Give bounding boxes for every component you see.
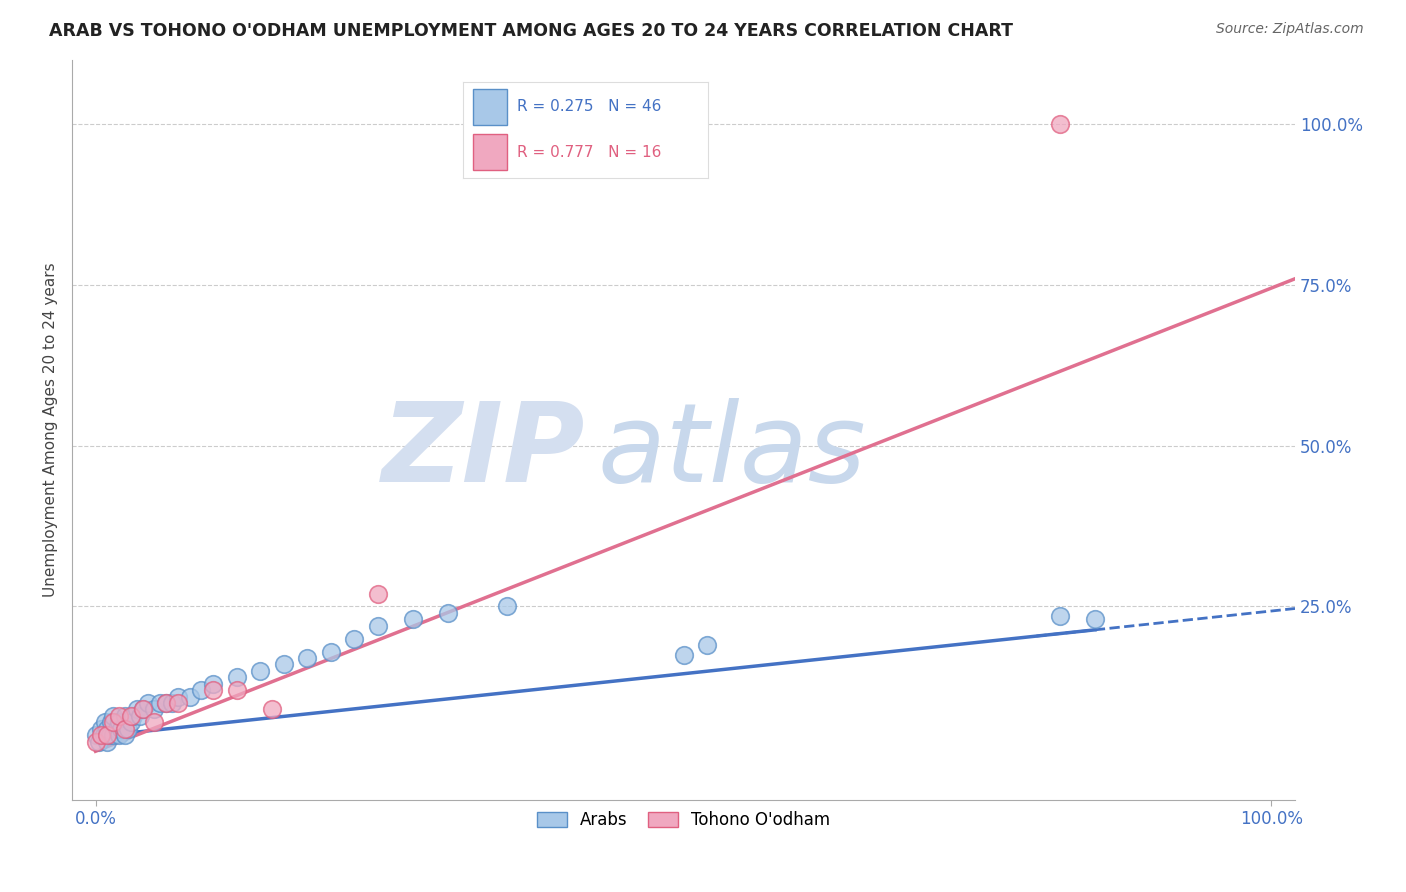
Point: [190, 683, 212, 698]
Point: [131, 702, 153, 716]
Point: [1049, 609, 1071, 624]
Point: [84, 728, 107, 742]
Point: [260, 702, 283, 716]
Point: [155, 696, 177, 710]
Point: [1049, 117, 1071, 131]
Text: ARAB VS TOHONO O'ODHAM UNEMPLOYMENT AMONG AGES 20 TO 24 YEARS CORRELATION CHART: ARAB VS TOHONO O'ODHAM UNEMPLOYMENT AMON…: [49, 22, 1014, 40]
Point: [249, 664, 271, 678]
Point: [96, 734, 118, 748]
Point: [202, 676, 225, 690]
Point: [108, 728, 131, 742]
Point: [367, 587, 389, 601]
Point: [143, 702, 166, 716]
Point: [120, 715, 142, 730]
Point: [672, 648, 695, 662]
Point: [273, 657, 295, 672]
Point: [166, 696, 188, 710]
Point: [225, 683, 247, 698]
Point: [696, 638, 718, 652]
Point: [94, 715, 117, 730]
Point: [367, 619, 389, 633]
Point: [343, 632, 366, 646]
Point: [166, 690, 188, 704]
Point: [101, 709, 124, 723]
Y-axis label: Unemployment Among Ages 20 to 24 years: Unemployment Among Ages 20 to 24 years: [44, 262, 58, 597]
Point: [114, 728, 136, 742]
Point: [496, 599, 519, 614]
Point: [179, 690, 201, 704]
Point: [202, 683, 225, 698]
Point: [125, 702, 148, 716]
Point: [122, 709, 145, 723]
Point: [143, 715, 166, 730]
Point: [108, 709, 131, 723]
Point: [437, 606, 460, 620]
Point: [129, 709, 152, 723]
Point: [87, 734, 110, 748]
Text: atlas: atlas: [598, 398, 866, 505]
Point: [402, 612, 425, 626]
Point: [101, 715, 124, 730]
Text: ZIP: ZIP: [382, 398, 586, 505]
Legend: Arabs, Tohono O'odham: Arabs, Tohono O'odham: [530, 805, 837, 836]
Point: [105, 722, 128, 736]
Point: [155, 696, 177, 710]
Point: [160, 696, 183, 710]
Point: [114, 722, 136, 736]
Point: [93, 728, 115, 742]
Point: [114, 709, 136, 723]
Point: [90, 728, 112, 742]
Point: [225, 670, 247, 684]
Point: [120, 709, 142, 723]
Point: [319, 644, 342, 658]
Point: [1084, 612, 1107, 626]
Point: [131, 702, 153, 716]
Point: [100, 715, 122, 730]
Point: [101, 728, 124, 742]
Point: [149, 696, 172, 710]
Point: [138, 696, 160, 710]
Point: [96, 722, 118, 736]
Point: [117, 722, 139, 736]
Point: [108, 715, 131, 730]
Point: [295, 651, 318, 665]
Text: Source: ZipAtlas.com: Source: ZipAtlas.com: [1216, 22, 1364, 37]
Point: [98, 728, 121, 742]
Point: [96, 728, 118, 742]
Point: [110, 722, 132, 736]
Point: [84, 734, 107, 748]
Point: [90, 722, 112, 736]
